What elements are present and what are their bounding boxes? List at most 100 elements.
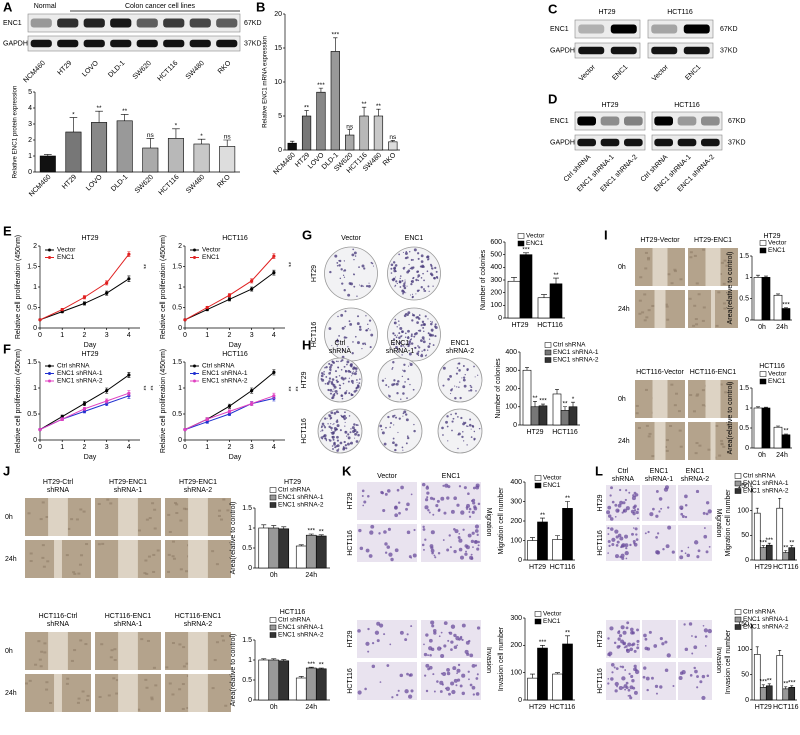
y-axis-label: Relative cell proliferation (450nm): [160, 235, 167, 339]
colony: [391, 278, 394, 281]
cell: [465, 506, 469, 509]
cell-texture: [98, 695, 102, 698]
colony: [343, 288, 346, 292]
cell-texture: [679, 445, 683, 448]
cell-texture: [185, 570, 189, 573]
cell-texture: [115, 679, 119, 682]
colony: [341, 397, 344, 400]
cell: [672, 685, 675, 688]
colony: [337, 360, 339, 363]
significance-label: **: [284, 386, 291, 392]
colony: [331, 378, 335, 381]
y-tick-label: 1.5: [172, 359, 182, 366]
cell-texture: [152, 666, 156, 669]
colony: [352, 430, 355, 433]
cell: [464, 552, 468, 556]
cell: [427, 667, 430, 671]
colony: [417, 350, 420, 353]
image-column-label: shRNA: [47, 487, 70, 494]
error-bar: [776, 425, 780, 428]
blot-lane-label: Vector: [578, 63, 597, 82]
cell: [607, 540, 611, 544]
colony: [430, 267, 433, 269]
error-bar: [565, 635, 570, 644]
cell: [625, 645, 628, 648]
legend-swatch: [269, 624, 277, 631]
cell: [406, 502, 410, 507]
image-column-label: HCT116-ENC1: [690, 369, 737, 376]
significance-label: **: [319, 529, 325, 536]
colony: [343, 440, 346, 444]
point: [82, 301, 87, 305]
cell-texture: [100, 643, 104, 646]
bar: [330, 51, 340, 151]
colony: [399, 286, 402, 288]
blot-band: [163, 18, 185, 28]
colony: [409, 251, 411, 253]
error-bar: [784, 686, 788, 689]
colony: [327, 423, 329, 425]
cell: [379, 681, 382, 683]
cell-texture: [150, 698, 154, 701]
point: [127, 373, 131, 377]
colony: [351, 372, 354, 375]
cell-texture: [172, 557, 176, 560]
legend-swatch: [734, 480, 742, 487]
cell: [454, 529, 459, 534]
colony: [331, 429, 333, 431]
cell: [627, 695, 630, 697]
image-row-label: HT29: [597, 630, 604, 647]
x-axis-label: Day: [229, 342, 242, 349]
cell: [448, 692, 451, 696]
colony: [353, 285, 356, 288]
cell-texture: [152, 553, 156, 556]
cell-texture: [66, 677, 70, 680]
y-tick-label: 400: [505, 349, 517, 356]
cell: [443, 511, 447, 515]
legend-swatch: [759, 247, 767, 254]
cell: [629, 543, 632, 547]
cell-texture: [638, 312, 642, 315]
x-tick-label: LOVO: [85, 173, 104, 192]
colony: [417, 317, 421, 320]
legend-label: Vector: [543, 611, 562, 618]
blot-lane-label: DLD-1: [107, 60, 126, 79]
point: [38, 318, 42, 322]
cell-texture: [153, 527, 157, 530]
cell: [425, 633, 429, 637]
colony: [333, 423, 335, 425]
cell: [398, 511, 401, 515]
blot-lane-label: LOVO: [81, 59, 100, 78]
cell-texture: [635, 404, 639, 407]
cell-texture: [182, 507, 186, 510]
cell-texture: [226, 509, 230, 512]
colony: [338, 264, 341, 267]
cell-texture: [179, 519, 183, 522]
cell: [396, 488, 400, 492]
colony: [328, 377, 332, 380]
cell: [468, 511, 471, 514]
cell: [438, 508, 441, 511]
colony: [435, 270, 438, 273]
legend-label: ENC1 shRNA-2: [57, 378, 103, 385]
cell: [614, 503, 618, 507]
blot-box: [27, 35, 241, 52]
cell: [622, 501, 626, 505]
colony: [409, 294, 412, 296]
legend-label: ENC1: [768, 247, 786, 254]
bar: [359, 115, 369, 151]
y-tick-label: 1: [745, 405, 749, 412]
cell: [471, 663, 476, 668]
cell: [367, 650, 370, 653]
colony: [339, 277, 342, 280]
cell: [461, 638, 464, 642]
colony: [454, 397, 457, 400]
error-bar: [69, 117, 78, 132]
x-tick-label: HT29: [529, 564, 546, 571]
cell: [626, 621, 630, 625]
cell-texture: [70, 659, 74, 662]
significance-label: ***: [759, 539, 767, 546]
cell: [422, 528, 426, 531]
cell: [408, 555, 412, 559]
colony: [341, 326, 345, 330]
